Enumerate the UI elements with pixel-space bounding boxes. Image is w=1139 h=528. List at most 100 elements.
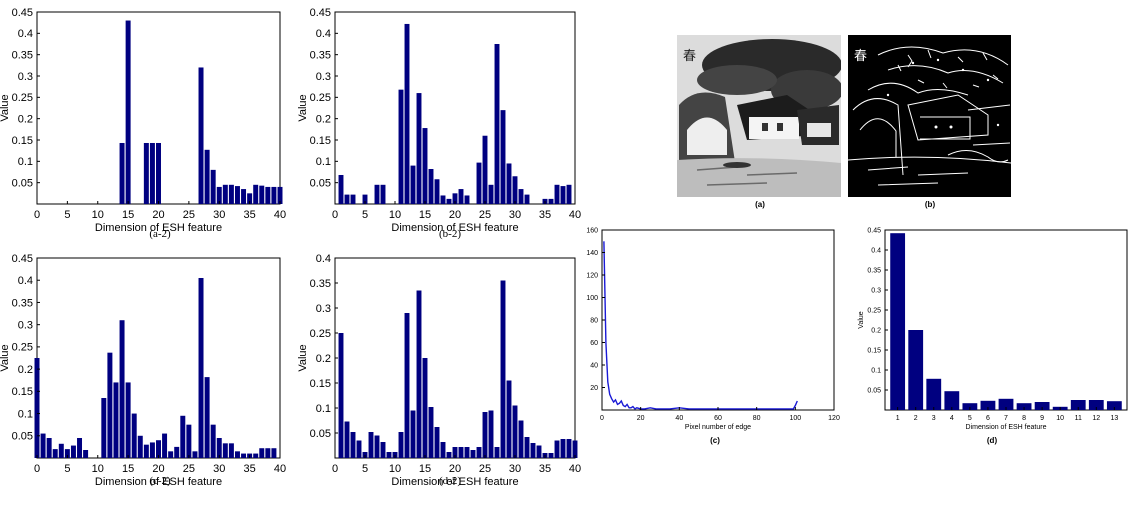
bar-c2-30 (216, 438, 222, 458)
bar-d2-17 (434, 427, 440, 458)
y-tick-label-a2-3: 0.2 (18, 114, 33, 126)
x-tick-label-c2-0: 0 (34, 463, 40, 475)
x-tick-label-d-11: 11 (1075, 415, 1082, 422)
y-tick-label-b2-5: 0.3 (316, 71, 331, 83)
x-tick-label-d2-40: 40 (569, 463, 581, 475)
bar-a2-19 (149, 142, 155, 204)
bar-d2-14 (416, 290, 422, 458)
y-tick-label-d-2: 0.15 (867, 347, 881, 354)
photo-a-painting: 春 (677, 35, 841, 197)
bar-d2-38 (560, 439, 566, 458)
bar-b2-22 (464, 195, 470, 204)
bar-a2-38 (265, 186, 271, 204)
bar-a2-36 (253, 184, 259, 204)
bar-c2-22 (168, 451, 174, 458)
bar-b2-18 (440, 195, 446, 204)
y-tick-label-a2-4: 0.25 (12, 92, 33, 104)
bar-d2-40 (572, 440, 578, 458)
bar-b2-8 (380, 184, 386, 204)
bar-d-4 (944, 391, 960, 410)
bar-b2-7 (374, 184, 380, 204)
bar-c2-39 (271, 448, 277, 458)
x-tick-label-b2-30: 30 (509, 209, 521, 221)
y-tick-label-c2-8: 0.45 (12, 253, 33, 265)
x-tick-label-d-4: 4 (950, 415, 954, 422)
bar-c2-3 (52, 449, 58, 458)
x-axis-label-d2: Dimension of ESH feature (391, 476, 518, 488)
bar-c2-28 (204, 377, 210, 458)
chart-c2: 0 5 10 15 20 25 30 35 40 0.05 0.1 0.15 0.2 0.25 0.3 0.3… (0, 253, 290, 488)
caption-c: (c) (710, 436, 720, 445)
x-tick-label-c-20: 20 (637, 415, 645, 422)
x-tick-label-d-10: 10 (1056, 415, 1064, 422)
y-tick-label-d2-4: 0.25 (310, 328, 331, 340)
bar-b2-14 (416, 93, 422, 204)
y-tick-label-a2-1: 0.1 (18, 156, 33, 168)
y-tick-label-d2-3: 0.2 (316, 353, 331, 365)
caption-c2: (c-2) (149, 475, 171, 487)
bar-d-1 (890, 233, 906, 410)
caption-a2: (a-2) (149, 228, 171, 240)
x-tick-label-b2-35: 35 (539, 209, 551, 221)
bar-b2-29 (506, 163, 512, 204)
bar-a2-40 (277, 186, 283, 204)
bar-c2-11 (101, 398, 107, 458)
bar-c2-38 (265, 448, 271, 458)
bar-c2-26 (192, 451, 198, 458)
bar-d2-9 (386, 452, 392, 458)
x-tick-label-d2-5: 5 (362, 463, 368, 475)
x-tick-label-d2-10: 10 (389, 463, 401, 475)
bar-c2-24 (180, 415, 186, 458)
chart-a2-svg: 0 5 10 15 20 25 30 35 40 0.05 0.1 0.15 0.2 0.25 0.3 0.3… (0, 7, 286, 234)
x-axis-label-b2: Dimension of ESH feature (391, 222, 518, 234)
x-tick-label-d2-15: 15 (419, 463, 431, 475)
bar-d2-29 (506, 380, 512, 458)
bar-d2-4 (356, 440, 362, 458)
bar-c2-15 (125, 382, 131, 458)
chart-d2-svg: 0 5 10 15 20 25 30 35 40 0.05 0.1 0.15 0.2 0.25 0.3 0.3… (297, 253, 581, 488)
y-tick-label-b2-6: 0.35 (310, 50, 331, 62)
y-tick-label-c2-4: 0.25 (12, 342, 33, 354)
x-tick-label-b2-5: 5 (362, 209, 368, 221)
bar-c2-0 (34, 358, 40, 458)
x-tick-label-b2-25: 25 (479, 209, 491, 221)
y-tick-label-a2-2: 0.15 (12, 135, 33, 147)
bar-b2-3 (350, 194, 356, 204)
bar-c2-29 (210, 424, 216, 458)
y-tick-label-c2-1: 0.1 (18, 408, 33, 420)
bar-b2-28 (500, 110, 506, 204)
bar-a2-18 (143, 142, 149, 204)
bar-b2-20 (452, 193, 458, 204)
bar-d2-28 (500, 280, 506, 458)
bar-d2-24 (476, 447, 482, 458)
y-tick-label-c-5: 120 (586, 272, 598, 279)
bar-d-3 (926, 378, 942, 410)
y-tick-label-a2-0: 0.05 (12, 178, 33, 190)
y-tick-label-d-6: 0.35 (867, 267, 881, 274)
bar-c2-31 (222, 443, 228, 458)
x-tick-label-c2-20: 20 (152, 463, 164, 475)
chart-b2: 0 5 10 15 20 25 30 35 40 0.05 0.1 0.15 0.2 0.25 0.3 0.3… (283, 6, 581, 234)
y-tick-label-d2-6: 0.35 (310, 278, 331, 290)
bar-c2-34 (241, 453, 247, 458)
x-tick-label-a2-35: 35 (244, 209, 256, 221)
x-tick-label-d2-30: 30 (509, 463, 521, 475)
bar-c2-25 (186, 424, 192, 458)
photo-b-stamp: 春 (854, 49, 867, 64)
bar-d2-18 (440, 442, 446, 458)
y-tick-label-b2-0: 0.05 (310, 178, 331, 190)
bar-d2-30 (512, 405, 518, 458)
plot-area-c2 (36, 257, 281, 459)
x-tick-label-d-7: 7 (1004, 415, 1008, 422)
plot-area-d2 (334, 257, 576, 459)
bar-d2-12 (404, 313, 410, 458)
x-tick-label-a2-40: 40 (274, 209, 286, 221)
bar-d2-6 (368, 432, 374, 458)
bar-c2-12 (107, 352, 113, 458)
x-tick-label-d2-20: 20 (449, 463, 461, 475)
y-tick-label-b2-1: 0.1 (316, 156, 331, 168)
bar-d2-23 (470, 450, 476, 458)
bar-d2-36 (548, 453, 554, 458)
y-tick-label-d-4: 0.25 (867, 307, 881, 314)
y-tick-label-d2-7: 0.4 (316, 253, 331, 265)
